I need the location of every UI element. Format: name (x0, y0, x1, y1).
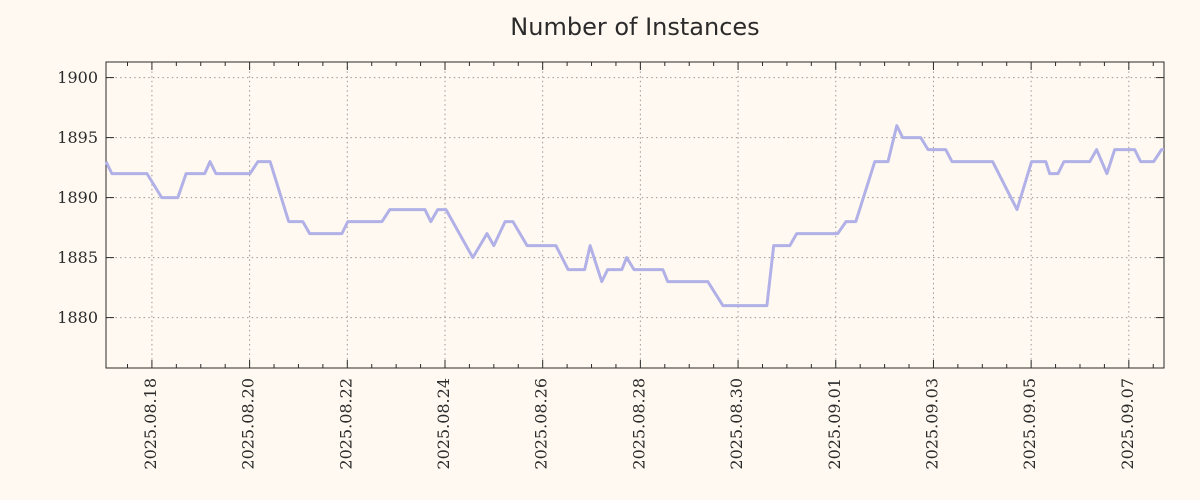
x-tick-label: 2025.08.22 (336, 378, 355, 470)
x-tick-label: 2025.08.20 (239, 378, 258, 470)
y-tick-label: 1900 (57, 68, 98, 87)
x-tick-label: 2025.08.26 (532, 378, 551, 470)
y-tick-label: 1880 (57, 308, 98, 327)
chart-title: Number of Instances (510, 13, 760, 41)
y-tick-label: 1895 (57, 128, 98, 147)
x-tick-label: 2025.09.05 (1020, 378, 1039, 470)
x-tick-label: 2025.08.30 (727, 378, 746, 470)
y-tick-label: 1890 (57, 188, 98, 207)
x-tick-label: 2025.08.24 (434, 378, 453, 470)
x-tick-label: 2025.08.28 (629, 378, 648, 470)
plot-border (105, 61, 1165, 369)
x-tick-label: 2025.09.07 (1118, 378, 1137, 470)
x-tick-label: 2025.09.03 (922, 378, 941, 470)
x-tick-label: 2025.09.01 (825, 378, 844, 470)
y-tick-label: 1885 (57, 248, 98, 267)
series-line-instances (104, 124, 1164, 308)
x-tick-label: 2025.08.18 (141, 378, 160, 470)
